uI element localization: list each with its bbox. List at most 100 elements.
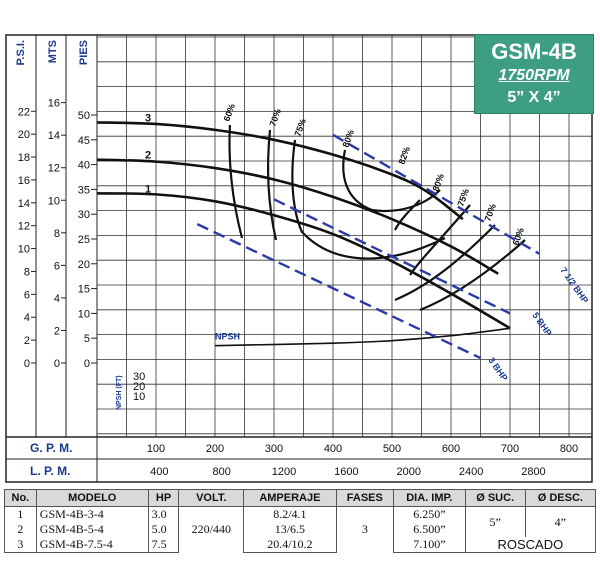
cell-dia-imp: 6.500” <box>393 522 466 537</box>
psi-tick: 20 <box>18 129 30 141</box>
cell-hp: 3.0 <box>147 506 180 522</box>
gpm-tick: 100 <box>147 443 165 455</box>
cell-modelo: GSM-4B-5-4 <box>35 522 149 537</box>
lpm-label: L. P. M. <box>30 464 70 478</box>
chart-grid <box>5 34 593 483</box>
mts-tick: 4 <box>54 293 60 305</box>
efficiency-label: 75% <box>292 117 308 137</box>
lpm-tick: 1200 <box>272 466 296 478</box>
lpm-tick: 800 <box>213 466 231 478</box>
pies-tick: 15 <box>78 284 90 296</box>
efficiency-line <box>291 139 446 260</box>
mts-tick: 10 <box>48 195 60 207</box>
lpm-tick: 1600 <box>334 466 358 478</box>
size-label: 5” X 4” <box>507 89 561 106</box>
bhp-label: 5 BHP <box>530 310 553 337</box>
mts-tick: 14 <box>48 130 60 142</box>
psi-tick: 6 <box>24 289 30 301</box>
pies-tick: 0 <box>84 358 90 370</box>
efficiency-label: 70% <box>482 202 498 222</box>
cell-amperaje: 13/6.5 <box>243 522 337 537</box>
mts-tick: 12 <box>48 163 60 175</box>
psi-tick: 10 <box>18 244 30 256</box>
bhp-line <box>332 133 541 255</box>
curve-label-2: 2 <box>145 150 151 162</box>
psi-tick: 8 <box>24 266 30 278</box>
header-volt: VOLT. <box>178 489 245 507</box>
pies-tick: 40 <box>78 160 90 172</box>
efficiency-label: 70% <box>267 107 283 127</box>
gpm-tick: 600 <box>442 443 460 455</box>
psi-tick: 16 <box>18 175 30 187</box>
efficiency-label: 82% <box>396 145 412 165</box>
mts-tick: 2 <box>54 325 60 337</box>
psi-tick: 18 <box>18 152 30 164</box>
pies-tick: 45 <box>78 135 90 147</box>
cell-amperaje: 8.2/4.1 <box>243 506 337 522</box>
psi-tick: 14 <box>18 198 30 210</box>
efficiency-line <box>409 204 471 276</box>
cell-desc: 4” <box>524 506 597 537</box>
header-hp: HP <box>147 489 180 507</box>
gpm-tick: 700 <box>501 443 519 455</box>
curve-1 <box>96 192 511 330</box>
efficiency-label: 80% <box>430 172 446 192</box>
model-name: GSM-4B <box>491 39 577 64</box>
header-suc: Ø SUC. <box>464 489 526 507</box>
table-row: 1 GSM-4B-3-4 3.0 220/440 8.2/4.1 3 6.250… <box>4 506 597 553</box>
connection-type: ROSCADO <box>464 537 597 553</box>
psi-tick: 2 <box>24 335 30 347</box>
pies-tick: 5 <box>84 333 90 345</box>
pies-tick: 10 <box>78 308 90 320</box>
gpm-tick: 500 <box>383 443 401 455</box>
curve-label-1: 1 <box>145 183 151 195</box>
npsh-tick: 30 <box>133 371 145 383</box>
spec-header-row: No. MODELO HP VOLT. AMPERAJE FASES DIA. … <box>4 489 597 507</box>
psi-tick: 4 <box>24 312 30 324</box>
cell-modelo: GSM-4B-7.5-4 <box>35 537 149 553</box>
npsh-tick: 20 <box>133 381 145 393</box>
rpm-label: 1750RPM <box>498 67 570 84</box>
header-dia-imp: DIA. IMP. <box>393 489 466 507</box>
cell-fases: 3 <box>335 506 395 553</box>
curve-npsh <box>214 327 511 347</box>
cell-suc: 5” <box>464 506 526 537</box>
gpm-tick: 200 <box>206 443 224 455</box>
model-title-box: GSM-4B 1750RPM 5” X 4” <box>474 34 594 114</box>
header-desc: Ø DESC. <box>524 489 597 507</box>
cell-no: 1 <box>4 506 37 522</box>
pies-tick: 30 <box>78 209 90 221</box>
mts-tick: 16 <box>48 98 60 110</box>
pies-tick: 25 <box>78 234 90 246</box>
psi-tick: 0 <box>24 358 30 370</box>
cell-no: 2 <box>4 522 37 537</box>
efficiency-label: 60% <box>221 102 237 122</box>
chart-frame <box>5 34 593 483</box>
lpm-tick: 2000 <box>397 466 421 478</box>
mts-tick: 6 <box>54 260 60 272</box>
npsh-curve-label: NPSH <box>215 332 240 342</box>
gpm-tick: 300 <box>265 443 283 455</box>
efficiency-line <box>419 239 526 312</box>
header-modelo: MODELO <box>35 489 149 507</box>
efficiency-line <box>266 129 278 241</box>
cell-no: 3 <box>4 537 37 553</box>
efficiency-line <box>394 199 421 231</box>
pies-tick: 50 <box>78 110 90 122</box>
bhp-line <box>273 198 511 315</box>
psi-axis-label: P.S.I. <box>15 40 27 65</box>
bhp-line <box>196 223 482 360</box>
npsh-axis-label: NPSH (FT) <box>116 375 123 410</box>
curve-3 <box>96 121 464 221</box>
efficiency-line <box>228 124 244 239</box>
axis-labels: P.S.I. MTS PIES504540353025201510501614121… <box>15 40 578 478</box>
cell-hp: 7.5 <box>147 537 180 553</box>
table-row: 3 GSM-4B-7.5-4 7.5 20.4/10.2 7.100” ROSC… <box>4 537 597 553</box>
curve-label-3: 3 <box>145 112 151 124</box>
table-row: 2 GSM-4B-5-4 5.0 13/6.5 6.500” <box>4 522 596 537</box>
header-fases: FASES <box>335 489 395 507</box>
gpm-tick: 800 <box>560 443 578 455</box>
curve-2 <box>96 158 499 275</box>
pump-curves: 3 2 1 NPSH <box>96 112 526 347</box>
